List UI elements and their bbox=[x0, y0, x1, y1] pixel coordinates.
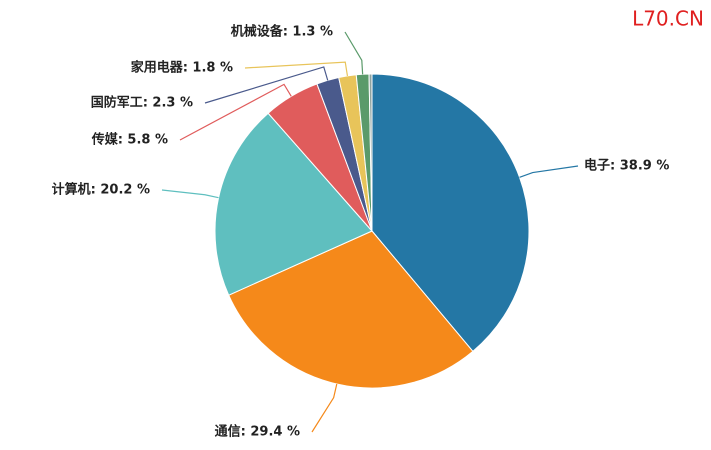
leader-line bbox=[519, 165, 579, 178]
slice-label: 机械设备: 1.3 % bbox=[231, 24, 333, 40]
watermark: L70.CN bbox=[632, 7, 704, 31]
slice-label: 国防军工: 2.3 % bbox=[91, 95, 193, 111]
slice-label: 计算机: 20.2 % bbox=[52, 182, 150, 198]
slice-label: 传媒: 5.8 % bbox=[91, 132, 168, 148]
slice-label: 通信: 29.4 % bbox=[215, 424, 300, 440]
leader-line bbox=[161, 189, 219, 199]
pie-slice bbox=[368, 73, 373, 232]
slice-label: 电子: 38.9 % bbox=[584, 158, 669, 174]
leader-line bbox=[344, 31, 364, 75]
slice-label: 家用电器: 1.8 % bbox=[131, 60, 233, 76]
leader-line bbox=[311, 383, 338, 433]
leader-line bbox=[204, 66, 329, 104]
leader-line bbox=[244, 61, 349, 77]
pie-slice bbox=[371, 73, 530, 353]
leader-line bbox=[179, 83, 292, 141]
